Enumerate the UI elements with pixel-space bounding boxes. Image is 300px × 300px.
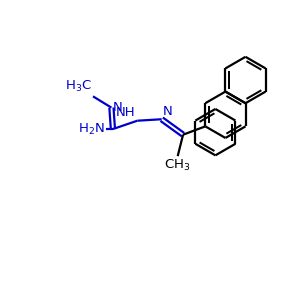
Text: CH$_3$: CH$_3$ (164, 158, 191, 173)
Text: H$_2$N: H$_2$N (78, 122, 105, 137)
Text: NH: NH (116, 106, 136, 119)
Text: N: N (113, 101, 123, 114)
Text: N: N (163, 105, 173, 118)
Text: H$_3$C: H$_3$C (64, 79, 92, 94)
